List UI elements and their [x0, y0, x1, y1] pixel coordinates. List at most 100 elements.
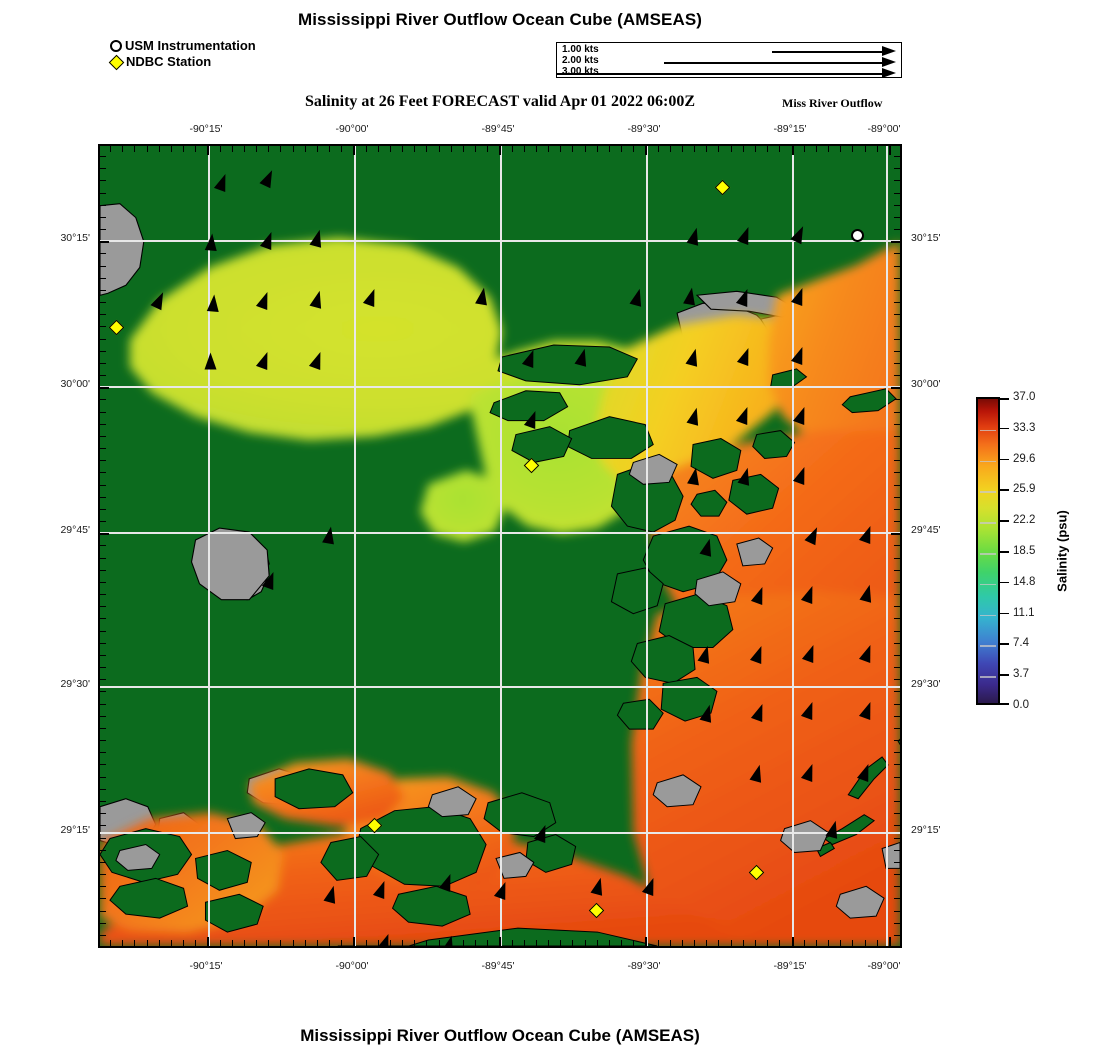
colorbar-inner-tick [980, 645, 996, 647]
axis-tick [894, 485, 900, 486]
axis-tick [402, 146, 403, 152]
axis-tick [894, 412, 900, 413]
axis-tick [718, 940, 719, 946]
axis-tick-label-lat-right: 29°45' [911, 524, 941, 536]
axis-tick [894, 156, 900, 157]
axis-tick [280, 940, 281, 946]
axis-tick [877, 146, 878, 152]
axis-tick [894, 728, 900, 729]
axis-tick-label-lat-left: 30°15' [60, 232, 90, 244]
axis-tick [100, 241, 109, 243]
usm-instrumentation-marker[interactable] [850, 228, 864, 242]
axis-tick [718, 146, 719, 152]
axis-tick [220, 146, 221, 152]
axis-tick [743, 940, 744, 946]
axis-tick [244, 940, 245, 946]
vector-scale-row: 3.00 kts [557, 66, 901, 79]
colorbar-inner-tick [980, 614, 996, 617]
axis-tick [100, 448, 106, 449]
colorbar-tick-label: 22.2 [1013, 514, 1036, 527]
axis-tick [572, 940, 573, 946]
axis-tick [792, 146, 794, 155]
axis-tick [560, 146, 561, 152]
axis-tick [268, 940, 269, 946]
colorbar-tick-label: 25.9 [1013, 483, 1036, 496]
axis-tick [894, 691, 900, 692]
axis-tick [706, 940, 707, 946]
axis-tick [100, 436, 106, 437]
vector-scale-arrowhead [882, 46, 896, 56]
axis-tick [894, 180, 900, 181]
axis-tick [894, 314, 900, 315]
gridline-lon [886, 146, 888, 946]
axis-tick [840, 940, 841, 946]
axis-tick [100, 704, 106, 705]
axis-tick [694, 146, 695, 152]
axis-tick [706, 146, 707, 152]
colorbar-tick-label: 3.7 [1013, 668, 1029, 681]
axis-tick [100, 789, 106, 790]
vector-scale-label: 2.00 kts [562, 55, 599, 66]
axis-tick [390, 940, 391, 946]
axis-tick [100, 570, 106, 571]
axis-tick [894, 582, 900, 583]
axis-tick [767, 146, 768, 152]
axis-tick [147, 940, 148, 946]
current-vector-arrow [205, 232, 219, 251]
axis-tick [100, 911, 106, 912]
axis-tick [207, 937, 209, 946]
colorbar-tick-label: 18.5 [1013, 545, 1036, 557]
footer-title: Mississippi River Outflow Ocean Cube (AM… [300, 1026, 700, 1045]
axis-tick [100, 521, 106, 522]
axis-tick-label-lat-left: 30°00' [60, 378, 90, 390]
axis-tick [353, 146, 355, 155]
axis-tick [894, 643, 900, 644]
axis-tick [658, 146, 659, 152]
axis-tick [779, 940, 780, 946]
diamond-marker-icon [108, 54, 125, 70]
axis-tick [426, 940, 427, 946]
axis-tick [100, 618, 106, 619]
axis-tick [122, 940, 123, 946]
axis-tick [100, 947, 106, 948]
axis-tick [524, 146, 525, 152]
axis-tick [183, 146, 184, 152]
legend-label-ndbc: NDBC Station [126, 54, 212, 69]
axis-tick [100, 935, 106, 936]
axis-tick [100, 497, 106, 498]
axis-tick [894, 631, 900, 632]
axis-tick [463, 940, 464, 946]
axis-tick [232, 146, 233, 152]
axis-tick-label-lon-top: -89°45' [481, 123, 515, 135]
axis-tick [894, 947, 900, 948]
axis-tick-label-lon-bottom: -90°00' [335, 960, 369, 972]
colorbar-tick-label: 33.3 [1013, 421, 1036, 434]
axis-tick [894, 679, 900, 680]
axis-tick [100, 205, 106, 206]
axis-tick [755, 940, 756, 946]
axis-tick [100, 728, 106, 729]
axis-tick [100, 266, 106, 267]
axis-tick-label-lat-right: 30°15' [911, 232, 941, 244]
map-plot-area[interactable] [98, 144, 902, 948]
axis-tick [894, 326, 900, 327]
axis-tick [645, 937, 647, 946]
axis-tick [100, 302, 106, 303]
current-vector-arrow [686, 466, 702, 486]
axis-tick [731, 146, 732, 152]
axis-tick [100, 351, 106, 352]
axis-tick [100, 339, 106, 340]
axis-tick [100, 424, 106, 425]
axis-tick-label-lon-top: -89°15' [773, 123, 807, 135]
axis-tick [100, 862, 106, 863]
axis-tick [134, 146, 135, 152]
vector-scale-row: 1.00 kts [557, 44, 901, 57]
vector-scale-arrowhead [882, 68, 896, 78]
gridline-lon [646, 146, 648, 946]
colorbar-title: Salinity (psu) [1054, 510, 1070, 592]
vector-scale-shaft [772, 51, 882, 53]
axis-tick [329, 146, 330, 152]
axis-tick [305, 146, 306, 152]
axis-tick [779, 146, 780, 152]
current-vector-arrow [206, 293, 221, 312]
